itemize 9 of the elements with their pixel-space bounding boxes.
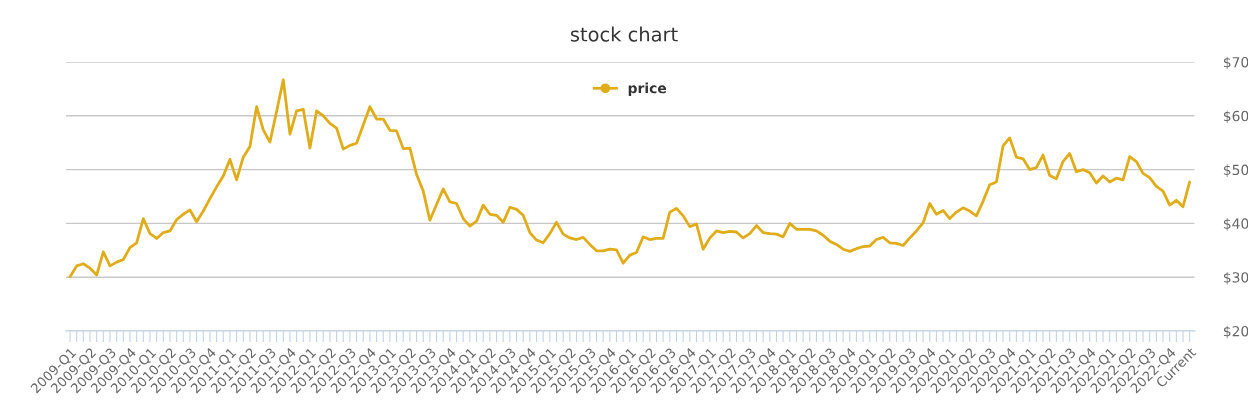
- line-series: [68, 78, 1192, 279]
- y-tick-label: $20: [1223, 325, 1248, 339]
- legend-label: price: [628, 82, 667, 97]
- chart-title: stock chart: [570, 26, 678, 42]
- y-tick-label: $50: [1223, 164, 1248, 177]
- y-tick-label: $40: [1223, 218, 1248, 231]
- y-tick-label: $70: [1223, 56, 1248, 70]
- y-tick-label: $30: [1223, 271, 1248, 285]
- y-tick-label: $60: [1223, 110, 1248, 124]
